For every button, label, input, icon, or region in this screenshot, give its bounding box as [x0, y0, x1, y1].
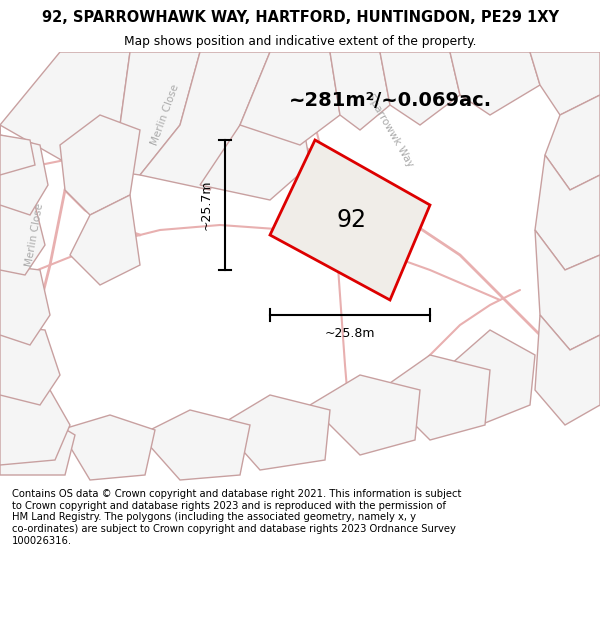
Polygon shape [530, 52, 600, 115]
Polygon shape [535, 315, 600, 425]
Polygon shape [140, 410, 250, 480]
Polygon shape [200, 105, 310, 200]
Text: Map shows position and indicative extent of the property.: Map shows position and indicative extent… [124, 36, 476, 48]
Polygon shape [545, 95, 600, 190]
Polygon shape [240, 52, 340, 145]
Polygon shape [60, 415, 155, 480]
Polygon shape [70, 195, 140, 285]
Text: Merlin Close: Merlin Close [149, 83, 181, 147]
Polygon shape [310, 375, 420, 455]
Text: ~281m²/~0.069ac.: ~281m²/~0.069ac. [289, 91, 491, 109]
Polygon shape [60, 115, 140, 215]
Polygon shape [0, 135, 48, 215]
Polygon shape [220, 395, 330, 470]
Text: ~25.7m: ~25.7m [200, 180, 213, 230]
Polygon shape [535, 155, 600, 270]
Polygon shape [70, 52, 200, 175]
Polygon shape [0, 52, 130, 165]
Text: ~25.8m: ~25.8m [325, 327, 375, 340]
Text: Merlin Close: Merlin Close [25, 202, 46, 268]
Polygon shape [450, 330, 535, 425]
Text: Contains OS data © Crown copyright and database right 2021. This information is : Contains OS data © Crown copyright and d… [12, 489, 461, 546]
Polygon shape [380, 355, 490, 440]
Polygon shape [0, 420, 75, 475]
Polygon shape [535, 230, 600, 350]
Polygon shape [330, 52, 390, 130]
Polygon shape [0, 125, 35, 175]
Polygon shape [0, 325, 60, 405]
Polygon shape [0, 385, 70, 465]
Polygon shape [140, 52, 270, 190]
Polygon shape [450, 52, 540, 115]
Polygon shape [0, 265, 50, 345]
Polygon shape [380, 52, 460, 125]
Polygon shape [270, 140, 430, 300]
Text: Sparrowwk Way: Sparrowwk Way [365, 92, 415, 168]
Text: 92, SPARROWHAWK WAY, HARTFORD, HUNTINGDON, PE29 1XY: 92, SPARROWHAWK WAY, HARTFORD, HUNTINGDO… [41, 11, 559, 26]
Text: 92: 92 [336, 208, 366, 232]
Polygon shape [0, 195, 45, 275]
